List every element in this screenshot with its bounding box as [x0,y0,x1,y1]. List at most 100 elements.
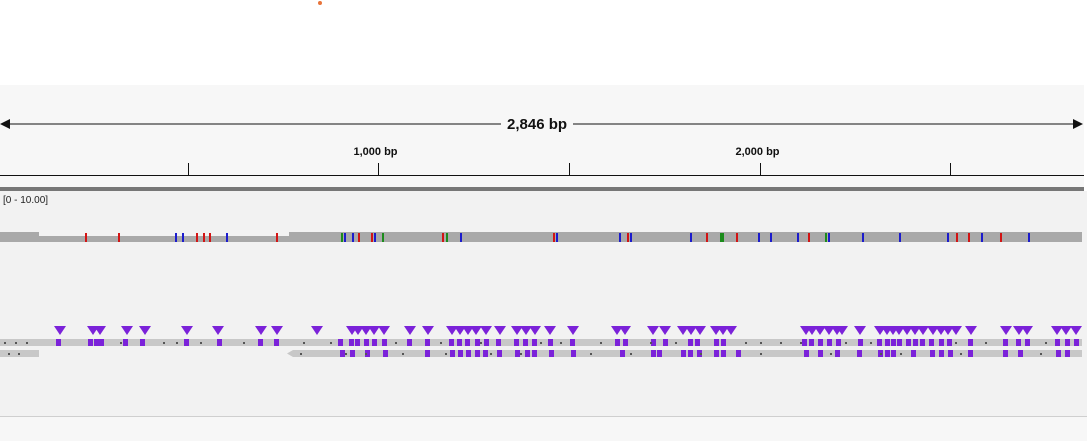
read-insertion [714,339,719,346]
insertion-marker [814,326,826,335]
read-insertion [930,350,935,357]
read-insertion [184,339,189,346]
read-base-mark [243,342,245,344]
read-insertion [407,339,412,346]
insertion-marker [694,326,706,335]
read-insertion [657,350,662,357]
read-insertion [350,350,355,357]
genome-ruler[interactable] [0,85,1087,187]
read-base-mark [365,353,367,355]
coverage-mismatch [553,233,555,242]
insertion-marker [462,326,474,335]
read-insertion [1016,339,1021,346]
read-insertion [497,350,502,357]
read-insertion [458,350,463,357]
read-insertion [571,350,576,357]
read-insertion [383,350,388,357]
read-base-mark [600,342,602,344]
coverage-mismatch [630,233,632,242]
coverage-mismatch [276,233,278,242]
span-length-label: 2,846 bp [501,116,574,133]
read-insertion [802,339,807,346]
read-insertion [721,339,726,346]
read-insertion [1003,350,1008,357]
read-insertion [681,350,686,357]
read-insertion [475,350,480,357]
insertion-marker [1051,326,1063,335]
coverage-mismatch [556,233,558,242]
read-insertion [736,350,741,357]
read-insertion [913,339,918,346]
read-base-mark [870,342,872,344]
coverage-mismatch [758,233,760,242]
read-insertion [425,339,430,346]
read-insertion [818,350,823,357]
insertion-marker [1013,326,1025,335]
read-insertion [836,339,841,346]
read-insertion [548,339,553,346]
panel-edge [1084,85,1087,191]
insertion-marker [511,326,523,335]
read-insertion [651,339,656,346]
coverage-mismatch [968,233,970,242]
insertion-marker [942,326,954,335]
read-insertion [465,339,470,346]
ruler-ticks [188,163,951,175]
insertion-marker [121,326,133,335]
insertion-marker [836,326,848,335]
coverage-mismatch [956,233,958,242]
read-base-mark [630,353,632,355]
coverage-mismatch [736,233,738,242]
read-insertion [948,350,953,357]
coverage-mismatch [209,233,211,242]
coverage-mismatch [1028,233,1030,242]
coverage-mismatch [371,233,373,242]
read-base-mark [26,342,28,344]
coverage-mismatch [175,233,177,242]
read-insertion [88,339,93,346]
read-base-mark [402,353,404,355]
read-base-mark [520,353,522,355]
read-insertion [857,350,862,357]
read-base-mark [330,342,332,344]
read-base-mark [1040,353,1042,355]
insertion-marker [368,326,380,335]
read-base-mark [900,353,902,355]
read-base-mark [440,342,442,344]
read-base-mark [490,353,492,355]
blank-header-area [0,0,1087,85]
read-insertion [651,350,656,357]
insertion-marker [917,326,929,335]
read-insertion [688,350,693,357]
read-base-mark [675,342,677,344]
read-insertion [885,350,890,357]
read-insertion [809,339,814,346]
read-insertion [818,339,823,346]
read-insertion [570,339,575,346]
read-insertion [496,339,501,346]
read-insertion [355,339,360,346]
coverage-mismatch [1000,233,1002,242]
read-base-mark [4,342,6,344]
insertion-marker [901,326,913,335]
insertion-marker [422,326,434,335]
coverage-mismatch [344,233,346,242]
insertion-marker [271,326,283,335]
read-insertion [372,339,377,346]
coverage-mismatch [85,233,87,242]
read-insertion [1065,350,1070,357]
read-base-mark [163,342,165,344]
read-insertion [897,339,902,346]
coverage-mismatch [203,233,205,242]
insertion-marker [1021,326,1033,335]
insertion-marker [950,326,962,335]
read-insertion [514,339,519,346]
read-insertion [1056,350,1061,357]
ruler-tick-label: 2,000 bp [735,146,780,158]
read-base-mark [200,342,202,344]
read-insertion [891,350,896,357]
read-insertion [1065,339,1070,346]
coverage-mismatch [720,233,722,242]
insertion-marker [893,326,905,335]
